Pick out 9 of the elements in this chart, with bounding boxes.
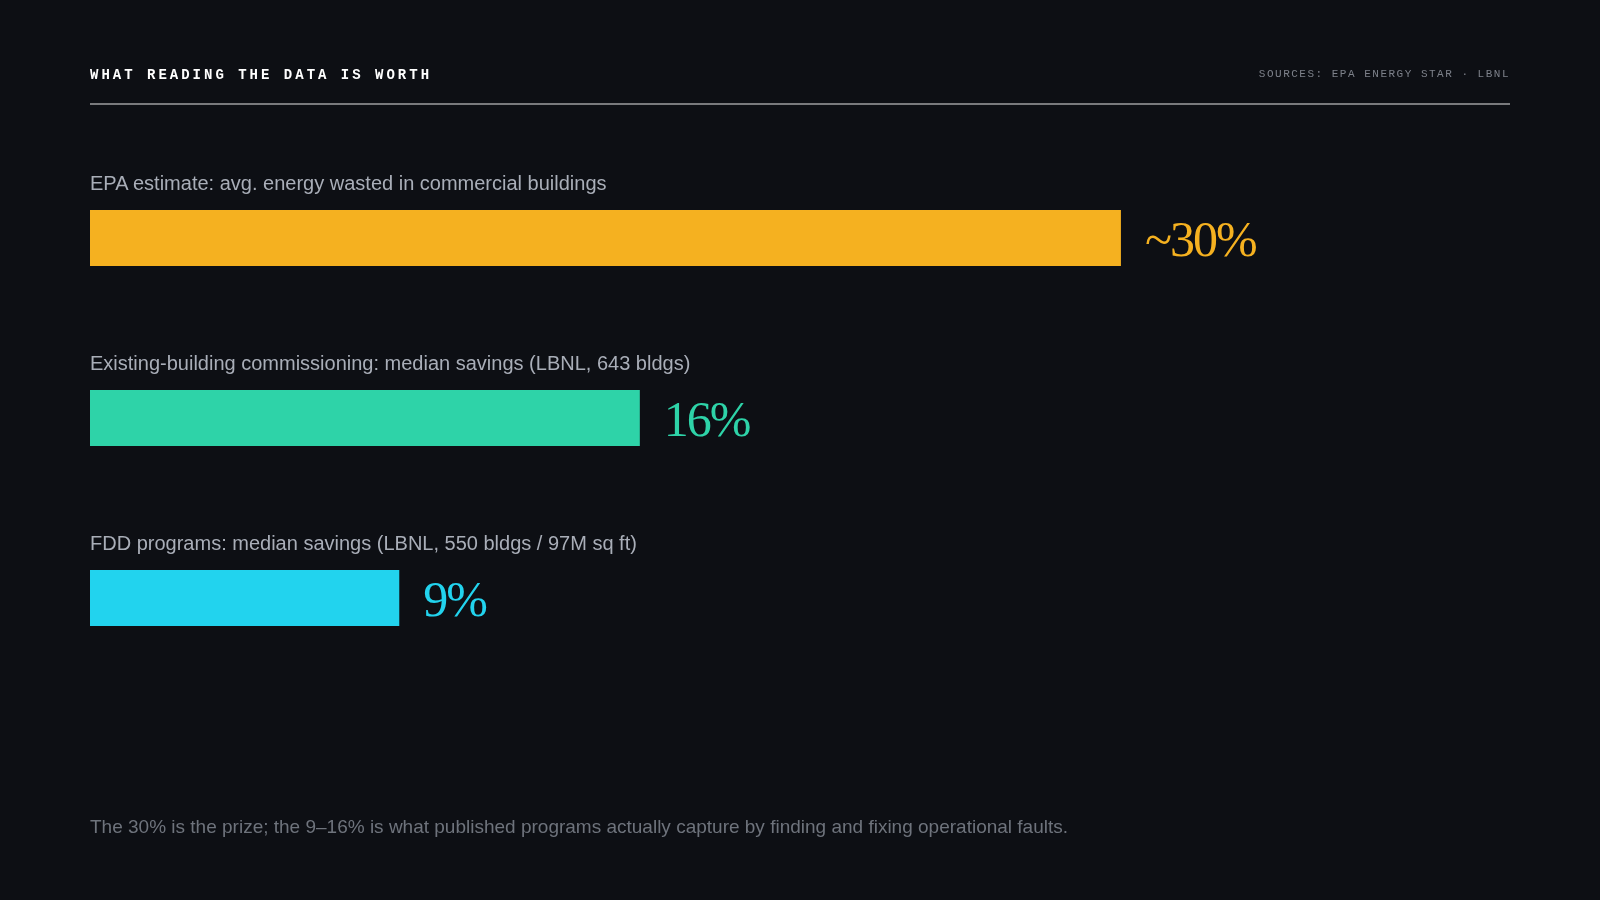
y-tick-label: EPA estimate: avg. energy wasted in commercial buildings — [90, 172, 607, 194]
data-label: 9% — [423, 571, 487, 627]
y-tick-label: FDD programs: median savings (LBNL, 550 bldgs / 97M sq ft) — [90, 532, 637, 554]
data-label: ~30% — [1144, 211, 1256, 267]
chart-title: WHAT READING THE DATA IS WORTH — [90, 67, 433, 83]
y-tick-label: Existing-building commissioning: median savings (LBNL, 643 bldgs) — [90, 352, 691, 374]
data-label: 16% — [663, 391, 750, 447]
source-note: SOURCES: EPA ENERGY STAR · LBNL — [1258, 68, 1510, 80]
text: The 30% is the prize; the 9–16% is what published programs actually capture by finding and fixing operational faults. — [90, 816, 1069, 837]
